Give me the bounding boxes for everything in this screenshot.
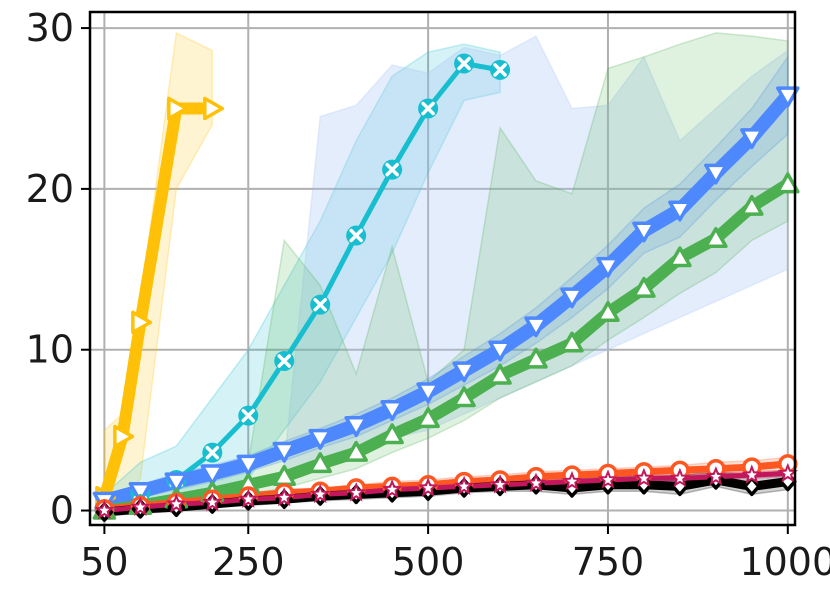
marker-cross <box>277 354 291 368</box>
data-point <box>417 477 439 497</box>
data-point <box>128 481 153 503</box>
data-point <box>381 478 403 499</box>
data-point <box>740 128 764 150</box>
data-point <box>452 386 476 408</box>
data-point <box>524 316 548 338</box>
data-point <box>130 496 151 517</box>
data-point <box>203 96 225 121</box>
data-point <box>741 464 762 484</box>
data-point <box>490 59 511 80</box>
x-tick-label: 250 <box>212 540 285 584</box>
data-point <box>560 287 584 309</box>
data-point <box>310 483 331 504</box>
data-point <box>274 487 295 507</box>
data-point <box>488 363 512 385</box>
marker-cross <box>385 162 399 177</box>
plot-frame <box>88 10 797 527</box>
data-point <box>202 491 223 512</box>
data-point <box>131 310 153 335</box>
data-point <box>453 475 475 496</box>
data-point <box>489 474 511 494</box>
data-point <box>596 256 620 278</box>
y-tick-label: 30 <box>26 6 74 50</box>
data-point <box>346 225 367 246</box>
data-point <box>344 416 368 438</box>
data-point <box>308 428 332 450</box>
data-point <box>668 246 692 268</box>
data-point <box>776 86 800 108</box>
data-point <box>164 472 189 494</box>
data-point <box>272 441 296 463</box>
data-point <box>167 96 189 121</box>
data-point <box>669 467 691 487</box>
data-point <box>633 467 655 487</box>
marker-cross <box>241 408 256 423</box>
marker-cross <box>493 63 507 77</box>
data-point <box>202 442 223 463</box>
data-point <box>632 276 656 298</box>
data-point <box>416 382 440 404</box>
data-point <box>525 472 547 492</box>
data-point <box>452 361 476 383</box>
data-point <box>238 405 259 426</box>
data-point <box>596 300 620 322</box>
data-point <box>776 172 800 194</box>
y-tick-label: 0 <box>50 489 74 533</box>
confidence-band <box>103 54 789 507</box>
axis-ticks: 50 250 500 750 1000 0 10 20 30 <box>26 6 830 584</box>
marker-cross <box>349 228 363 243</box>
marker-cross <box>205 445 220 460</box>
data-point <box>380 399 404 421</box>
data-point <box>524 347 548 369</box>
series-markers <box>92 53 800 522</box>
data-point <box>274 350 295 371</box>
data-point <box>743 476 761 497</box>
data-point <box>310 294 331 315</box>
data-point <box>740 194 764 216</box>
y-tick-label: 20 <box>26 167 74 211</box>
data-point <box>344 440 368 462</box>
marker-cross <box>313 297 327 312</box>
y-tick-label: 10 <box>26 328 74 372</box>
x-tick-label: 750 <box>572 540 645 584</box>
data-point <box>705 466 727 486</box>
data-point <box>94 499 115 520</box>
data-point <box>418 98 439 119</box>
data-point <box>560 331 584 353</box>
data-point <box>777 462 798 483</box>
data-point <box>632 221 656 243</box>
x-tick-label: 500 <box>392 540 465 584</box>
data-point <box>488 340 512 362</box>
data-point <box>238 488 259 508</box>
x-tick-label: 1000 <box>739 540 830 584</box>
data-point <box>704 163 728 185</box>
data-point <box>380 423 404 445</box>
data-point <box>236 454 261 476</box>
grid <box>90 12 795 525</box>
data-point <box>308 452 332 474</box>
marker-cross <box>421 101 435 116</box>
data-point <box>704 226 728 248</box>
data-point <box>668 200 692 222</box>
data-point <box>382 159 403 180</box>
data-point <box>200 464 225 486</box>
confidence-band <box>283 35 789 480</box>
confidence-band <box>103 32 789 517</box>
data-point <box>454 53 475 74</box>
marker-cross <box>457 56 471 71</box>
data-point <box>416 407 440 429</box>
data-point <box>166 493 187 513</box>
data-point <box>113 424 135 449</box>
data-point <box>597 469 619 489</box>
data-point <box>346 482 367 502</box>
data-point <box>561 470 583 491</box>
x-tick-label: 50 <box>80 540 128 584</box>
